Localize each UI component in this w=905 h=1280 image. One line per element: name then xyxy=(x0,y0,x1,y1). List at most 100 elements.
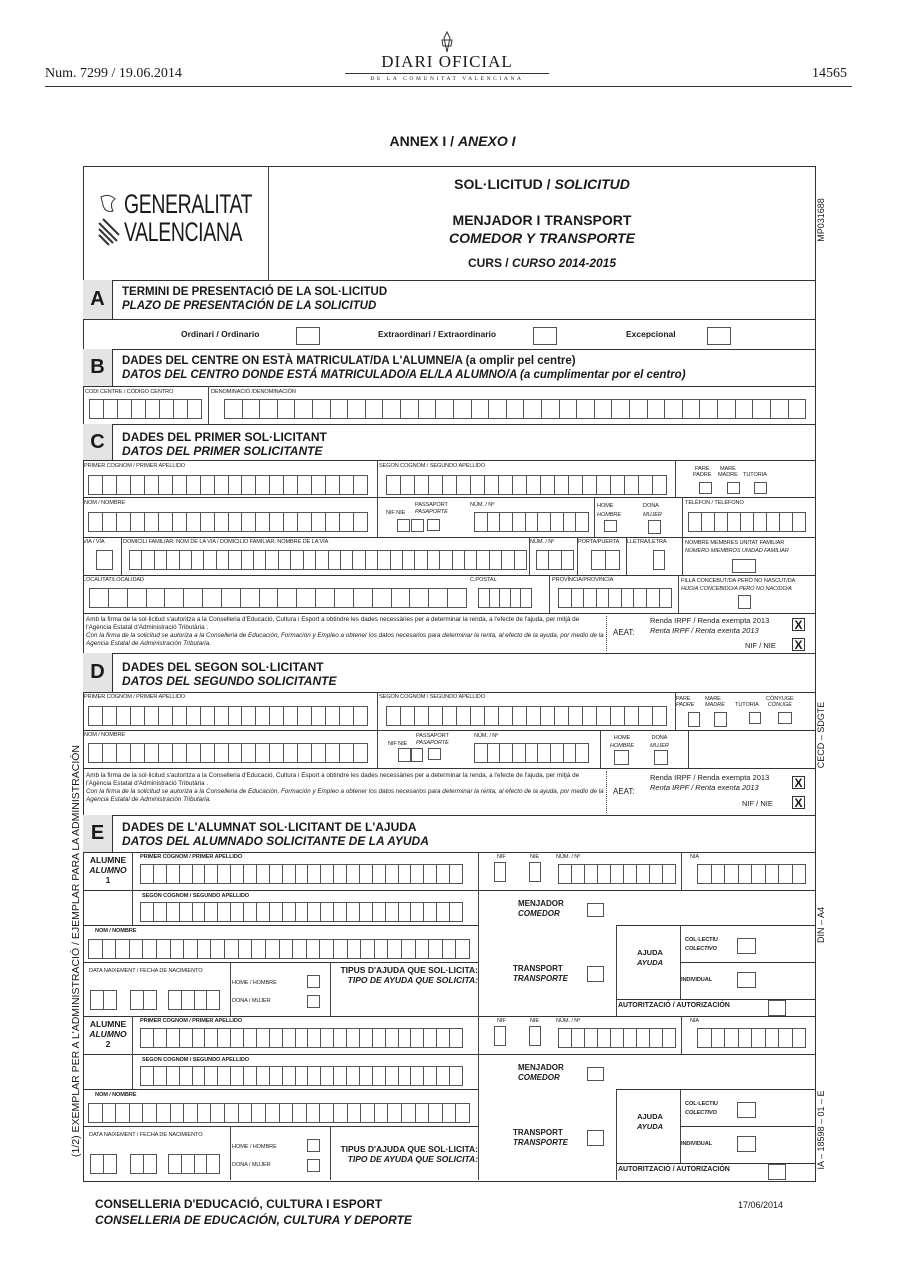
c-father-checkbox[interactable] xyxy=(699,482,712,494)
char-cell[interactable] xyxy=(646,400,665,418)
c-street-type-input[interactable] xyxy=(96,550,113,570)
char-cell[interactable] xyxy=(126,589,146,607)
char-cell[interactable] xyxy=(281,1029,295,1047)
char-cell[interactable] xyxy=(526,707,540,725)
char-cell[interactable] xyxy=(276,400,295,418)
c-nif-nie-checkbox[interactable]: X xyxy=(792,638,805,651)
char-cell[interactable] xyxy=(332,940,347,958)
char-cell[interactable] xyxy=(410,1029,423,1047)
char-cell[interactable] xyxy=(305,1104,320,1122)
student-nia-input[interactable] xyxy=(697,864,806,884)
char-cell[interactable] xyxy=(358,1029,372,1047)
char-cell[interactable] xyxy=(259,400,277,418)
char-cell[interactable] xyxy=(624,707,638,725)
char-cell[interactable] xyxy=(658,589,672,607)
char-cell[interactable] xyxy=(787,400,806,418)
char-cell[interactable] xyxy=(294,903,308,921)
char-cell[interactable] xyxy=(537,551,548,569)
char-cell[interactable] xyxy=(358,1067,372,1085)
char-cell[interactable] xyxy=(584,1029,597,1047)
char-cell[interactable] xyxy=(400,476,414,494)
char-cell[interactable] xyxy=(141,1029,153,1047)
char-cell[interactable] xyxy=(456,707,470,725)
char-cell[interactable] xyxy=(152,1029,166,1047)
char-cell[interactable] xyxy=(210,940,224,958)
char-cell[interactable] xyxy=(346,865,359,883)
char-cell[interactable] xyxy=(101,476,116,494)
char-cell[interactable] xyxy=(169,1155,181,1173)
char-cell[interactable] xyxy=(346,903,359,921)
char-cell[interactable] xyxy=(605,551,619,569)
d-nif-checkbox[interactable] xyxy=(398,748,411,762)
char-cell[interactable] xyxy=(171,513,186,531)
student-doc-number-input[interactable] xyxy=(558,864,676,884)
char-cell[interactable] xyxy=(89,744,102,762)
char-cell[interactable] xyxy=(227,513,242,531)
student-name-input[interactable] xyxy=(88,939,470,959)
char-cell[interactable] xyxy=(597,865,610,883)
char-cell[interactable] xyxy=(183,589,202,607)
char-cell[interactable] xyxy=(570,589,584,607)
char-cell[interactable] xyxy=(401,940,415,958)
char-cell[interactable] xyxy=(297,707,311,725)
c-locality-input[interactable] xyxy=(89,588,467,608)
char-cell[interactable] xyxy=(610,707,624,725)
char-cell[interactable] xyxy=(115,1104,129,1122)
char-cell[interactable] xyxy=(165,1029,179,1047)
char-cell[interactable] xyxy=(333,1067,346,1085)
char-cell[interactable] xyxy=(169,1104,184,1122)
char-cell[interactable] xyxy=(610,865,623,883)
char-cell[interactable] xyxy=(423,1067,436,1085)
char-cell[interactable] xyxy=(143,991,156,1009)
char-cell[interactable] xyxy=(269,744,283,762)
char-cell[interactable] xyxy=(283,744,297,762)
char-cell[interactable] xyxy=(766,513,779,531)
char-cell[interactable] xyxy=(649,865,662,883)
char-cell[interactable] xyxy=(203,551,215,569)
char-cell[interactable] xyxy=(103,400,117,418)
char-cell[interactable] xyxy=(562,744,576,762)
char-cell[interactable] xyxy=(463,551,476,569)
student-male-checkbox[interactable] xyxy=(307,975,320,988)
student-first-surname-input[interactable] xyxy=(140,864,463,884)
char-cell[interactable] xyxy=(199,476,214,494)
char-cell[interactable] xyxy=(499,513,512,531)
char-cell[interactable] xyxy=(307,1067,320,1085)
student-authorization-checkbox[interactable] xyxy=(768,1000,786,1016)
char-cell[interactable] xyxy=(165,865,179,883)
c-guardian-checkbox[interactable] xyxy=(754,482,767,494)
char-cell[interactable] xyxy=(283,513,297,531)
char-cell[interactable] xyxy=(153,551,166,569)
char-cell[interactable] xyxy=(636,865,649,883)
char-cell[interactable] xyxy=(484,476,498,494)
char-cell[interactable] xyxy=(449,1029,462,1047)
char-cell[interactable] xyxy=(215,551,228,569)
char-cell[interactable] xyxy=(180,991,194,1009)
char-cell[interactable] xyxy=(325,707,339,725)
char-cell[interactable] xyxy=(255,476,269,494)
char-cell[interactable] xyxy=(145,400,159,418)
char-cell[interactable] xyxy=(652,707,666,725)
char-cell[interactable] xyxy=(475,513,487,531)
char-cell[interactable] xyxy=(213,476,228,494)
char-cell[interactable] xyxy=(241,400,260,418)
char-cell[interactable] xyxy=(409,589,428,607)
student-name-input[interactable] xyxy=(88,1103,470,1123)
char-cell[interactable] xyxy=(129,744,144,762)
c-family-members-input[interactable] xyxy=(732,559,756,573)
char-cell[interactable] xyxy=(268,1029,282,1047)
char-cell[interactable] xyxy=(346,940,361,958)
char-cell[interactable] xyxy=(130,551,141,569)
char-cell[interactable] xyxy=(292,1104,306,1122)
char-cell[interactable] xyxy=(224,1104,238,1122)
char-cell[interactable] xyxy=(239,589,259,607)
char-cell[interactable] xyxy=(638,707,652,725)
char-cell[interactable] xyxy=(734,400,753,418)
char-cell[interactable] xyxy=(320,1067,333,1085)
d-guardian-checkbox[interactable] xyxy=(749,712,761,724)
char-cell[interactable] xyxy=(346,1029,359,1047)
student-canteen-checkbox[interactable] xyxy=(587,1067,604,1081)
char-cell[interactable] xyxy=(364,551,377,569)
char-cell[interactable] xyxy=(185,476,200,494)
char-cell[interactable] xyxy=(141,1067,153,1085)
